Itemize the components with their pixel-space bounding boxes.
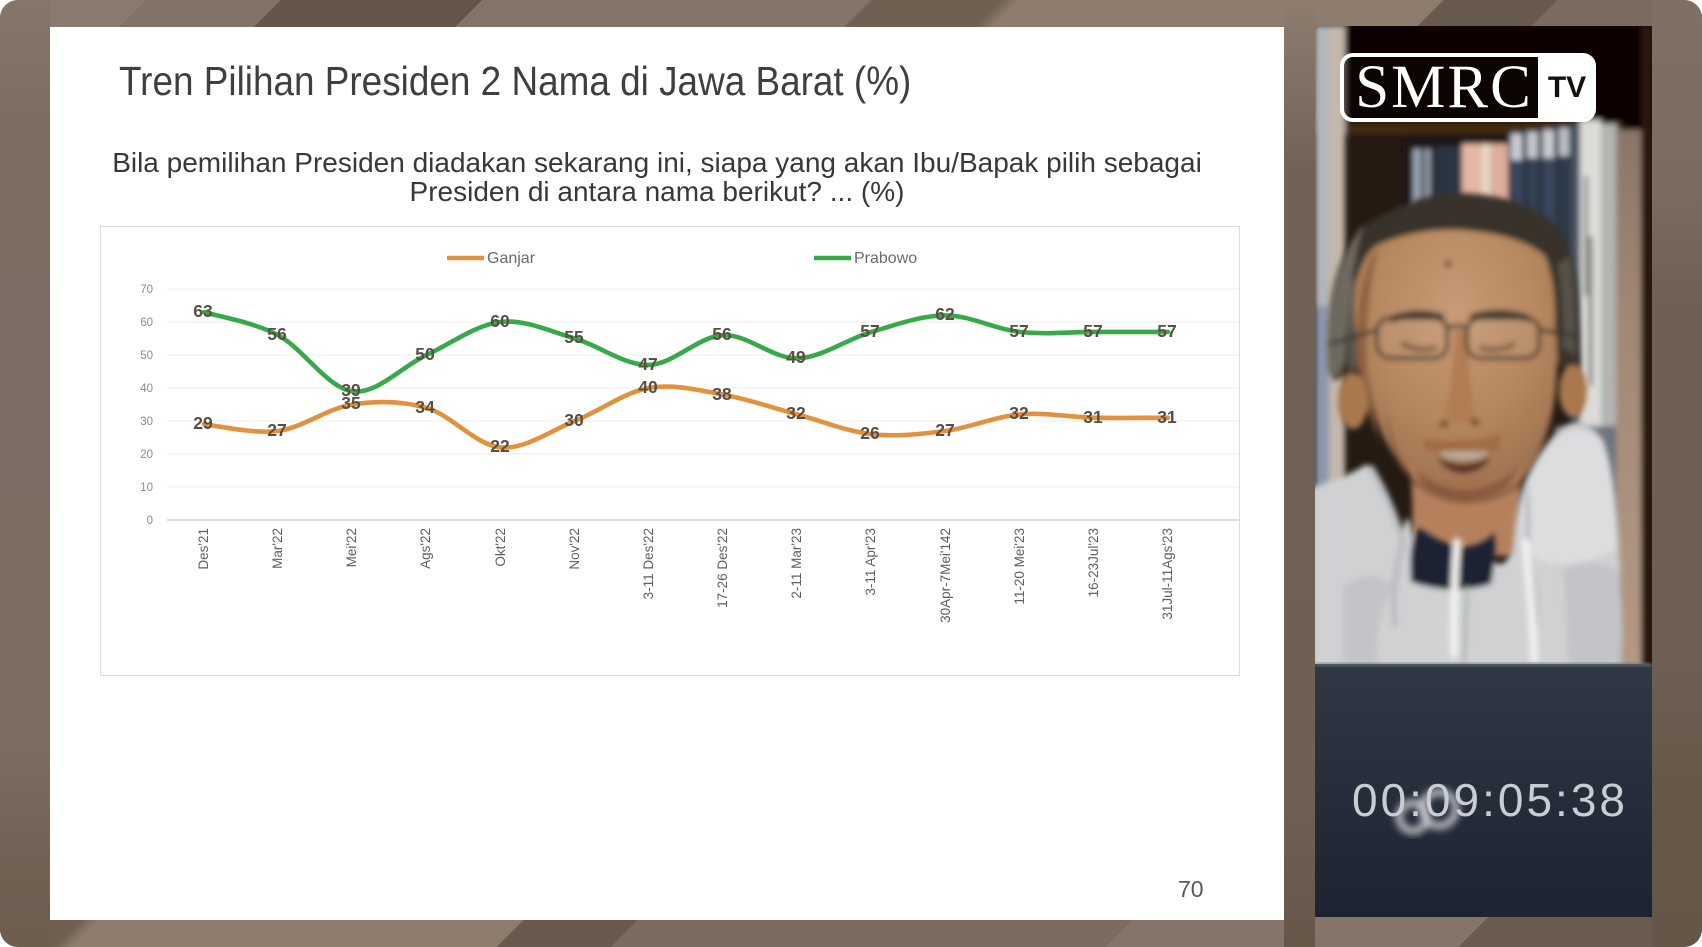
svg-text:Mei'22: Mei'22 (344, 528, 359, 567)
svg-text:50: 50 (415, 344, 435, 364)
svg-text:40: 40 (140, 383, 153, 395)
svg-text:Ganjar: Ganjar (487, 250, 536, 267)
svg-text:20: 20 (140, 449, 153, 461)
svg-text:2-11 Mar'23: 2-11 Mar'23 (789, 528, 804, 599)
svg-text:26: 26 (860, 423, 880, 443)
svg-text:34: 34 (415, 397, 435, 417)
svg-text:31Jul-11Ags'23: 31Jul-11Ags'23 (1160, 528, 1175, 620)
svg-text:22: 22 (490, 436, 510, 456)
svg-text:Des'21: Des'21 (196, 528, 211, 570)
svg-text:55: 55 (564, 327, 584, 347)
svg-text:17-26 Des'22: 17-26 Des'22 (715, 528, 730, 608)
svg-text:56: 56 (267, 324, 287, 344)
svg-text:70: 70 (140, 284, 153, 296)
svg-text:40: 40 (638, 377, 658, 397)
svg-text:32: 32 (1009, 403, 1029, 423)
svg-text:30: 30 (140, 416, 153, 428)
svg-text:32: 32 (786, 403, 806, 423)
svg-text:Mar'22: Mar'22 (270, 528, 285, 569)
svg-text:49: 49 (786, 347, 806, 367)
svg-text:29: 29 (193, 413, 213, 433)
svg-text:0: 0 (147, 515, 153, 527)
svg-text:Okt'22: Okt'22 (493, 528, 508, 567)
svg-text:3-11 Apr'23: 3-11 Apr'23 (863, 528, 878, 596)
svg-text:38: 38 (712, 384, 732, 404)
svg-text:27: 27 (935, 420, 954, 440)
svg-text:27: 27 (267, 420, 286, 440)
svg-text:56: 56 (712, 324, 732, 344)
svg-text:10: 10 (140, 482, 153, 494)
svg-text:60: 60 (490, 311, 510, 331)
svg-text:30: 30 (564, 410, 584, 430)
svg-text:63: 63 (193, 301, 213, 321)
svg-text:57: 57 (1083, 321, 1102, 341)
svg-text:30Apr-7Mei'142: 30Apr-7Mei'142 (938, 528, 953, 623)
svg-text:31: 31 (1083, 407, 1103, 427)
svg-text:60: 60 (140, 317, 153, 329)
svg-text:62: 62 (935, 304, 955, 324)
svg-text:31: 31 (1157, 407, 1177, 427)
svg-text:SMRC: SMRC (1355, 54, 1533, 121)
svg-text:Nov'22: Nov'22 (567, 528, 582, 570)
svg-text:11-20 Mei'23: 11-20 Mei'23 (1012, 528, 1027, 605)
svg-text:00:09:05:38: 00:09:05:38 (1352, 774, 1628, 826)
svg-text:Ags'22: Ags'22 (418, 528, 433, 569)
svg-text:57: 57 (1157, 321, 1176, 341)
svg-text:57: 57 (1009, 321, 1028, 341)
svg-text:Prabowo: Prabowo (854, 250, 917, 267)
svg-text:47: 47 (638, 354, 657, 374)
svg-text:39: 39 (341, 380, 361, 400)
svg-text:3-11 Des'22: 3-11 Des'22 (641, 528, 656, 599)
svg-text:16-23Jul'23: 16-23Jul'23 (1086, 528, 1101, 597)
svg-text:50: 50 (140, 350, 153, 362)
svg-text:57: 57 (860, 321, 879, 341)
svg-text:35: 35 (341, 393, 361, 413)
svg-text:TV: TV (1548, 71, 1586, 104)
